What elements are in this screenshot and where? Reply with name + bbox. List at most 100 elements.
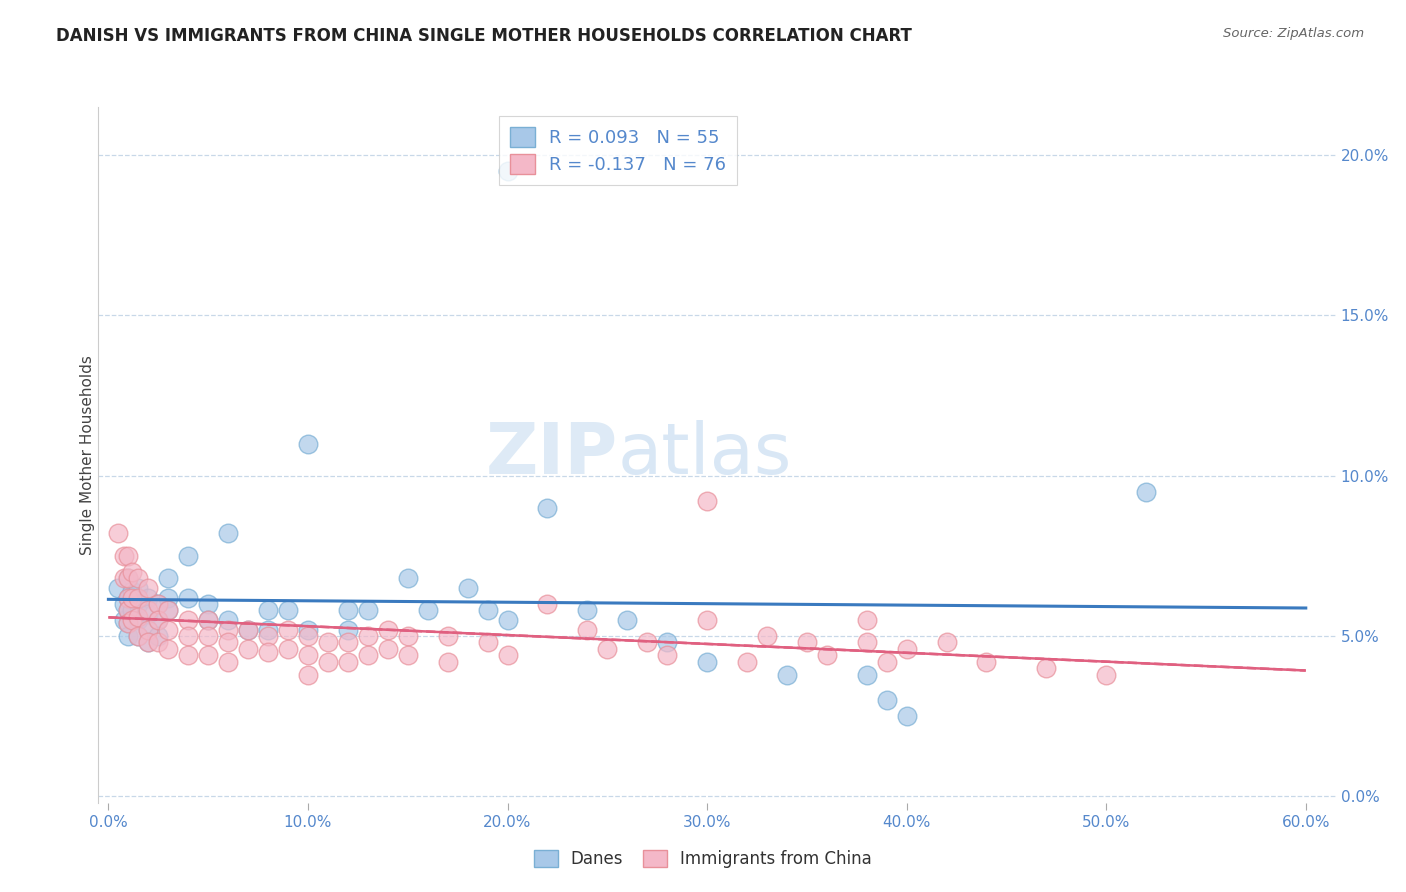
Point xyxy=(127,597,149,611)
Point xyxy=(297,623,319,637)
Point xyxy=(117,591,139,605)
Point xyxy=(121,603,143,617)
Point xyxy=(117,571,139,585)
Point xyxy=(257,645,280,659)
Point xyxy=(177,591,200,605)
Point xyxy=(616,613,638,627)
Point xyxy=(257,623,280,637)
Point xyxy=(336,603,359,617)
Point xyxy=(136,591,159,605)
Point xyxy=(257,603,280,617)
Point xyxy=(148,597,170,611)
Point xyxy=(136,581,159,595)
Point xyxy=(117,616,139,631)
Point xyxy=(127,610,149,624)
Point xyxy=(127,581,149,595)
Point xyxy=(148,613,170,627)
Point xyxy=(148,635,170,649)
Point xyxy=(148,613,170,627)
Point xyxy=(197,613,219,627)
Point xyxy=(197,648,219,663)
Point xyxy=(776,667,799,681)
Point xyxy=(855,613,877,627)
Point xyxy=(121,591,143,605)
Point xyxy=(657,635,679,649)
Point xyxy=(496,648,519,663)
Point xyxy=(496,613,519,627)
Point xyxy=(177,613,200,627)
Point xyxy=(596,641,619,656)
Point xyxy=(436,655,458,669)
Point xyxy=(177,648,200,663)
Point xyxy=(855,667,877,681)
Point xyxy=(297,648,319,663)
Point xyxy=(336,655,359,669)
Point xyxy=(136,635,159,649)
Point xyxy=(876,693,898,707)
Point xyxy=(127,629,149,643)
Point xyxy=(855,635,877,649)
Point xyxy=(436,629,458,643)
Point xyxy=(112,549,135,563)
Point xyxy=(357,603,380,617)
Point xyxy=(696,655,718,669)
Point xyxy=(755,629,778,643)
Point xyxy=(136,635,159,649)
Point xyxy=(297,629,319,643)
Point xyxy=(696,613,718,627)
Point xyxy=(336,635,359,649)
Point xyxy=(121,613,143,627)
Text: Source: ZipAtlas.com: Source: ZipAtlas.com xyxy=(1223,27,1364,40)
Point xyxy=(1035,661,1057,675)
Point xyxy=(217,613,239,627)
Point xyxy=(197,629,219,643)
Point xyxy=(217,655,239,669)
Point xyxy=(735,655,758,669)
Point xyxy=(396,571,419,585)
Point xyxy=(136,603,159,617)
Point xyxy=(157,641,180,656)
Y-axis label: Single Mother Households: Single Mother Households xyxy=(80,355,94,555)
Point xyxy=(357,648,380,663)
Point xyxy=(316,655,339,669)
Point xyxy=(112,571,135,585)
Point xyxy=(236,623,259,637)
Point xyxy=(576,603,599,617)
Point xyxy=(277,641,299,656)
Point xyxy=(117,549,139,563)
Point xyxy=(336,623,359,637)
Point xyxy=(121,565,143,579)
Point xyxy=(496,164,519,178)
Point xyxy=(536,500,558,515)
Point xyxy=(396,648,419,663)
Point xyxy=(117,629,139,643)
Point xyxy=(117,603,139,617)
Point xyxy=(197,597,219,611)
Point xyxy=(316,635,339,649)
Point xyxy=(177,549,200,563)
Point xyxy=(396,629,419,643)
Point xyxy=(136,623,159,637)
Point xyxy=(257,629,280,643)
Point xyxy=(297,667,319,681)
Point xyxy=(157,623,180,637)
Point xyxy=(896,641,918,656)
Point xyxy=(136,623,159,637)
Point xyxy=(127,629,149,643)
Point xyxy=(277,603,299,617)
Point xyxy=(117,603,139,617)
Point xyxy=(217,526,239,541)
Point xyxy=(297,436,319,450)
Point xyxy=(896,709,918,723)
Point xyxy=(377,623,399,637)
Point xyxy=(157,603,180,617)
Point xyxy=(236,623,259,637)
Point xyxy=(1095,667,1118,681)
Point xyxy=(696,494,718,508)
Point xyxy=(576,623,599,637)
Text: DANISH VS IMMIGRANTS FROM CHINA SINGLE MOTHER HOUSEHOLDS CORRELATION CHART: DANISH VS IMMIGRANTS FROM CHINA SINGLE M… xyxy=(56,27,912,45)
Text: atlas: atlas xyxy=(619,420,793,490)
Point xyxy=(117,571,139,585)
Point xyxy=(536,597,558,611)
Point xyxy=(935,635,957,649)
